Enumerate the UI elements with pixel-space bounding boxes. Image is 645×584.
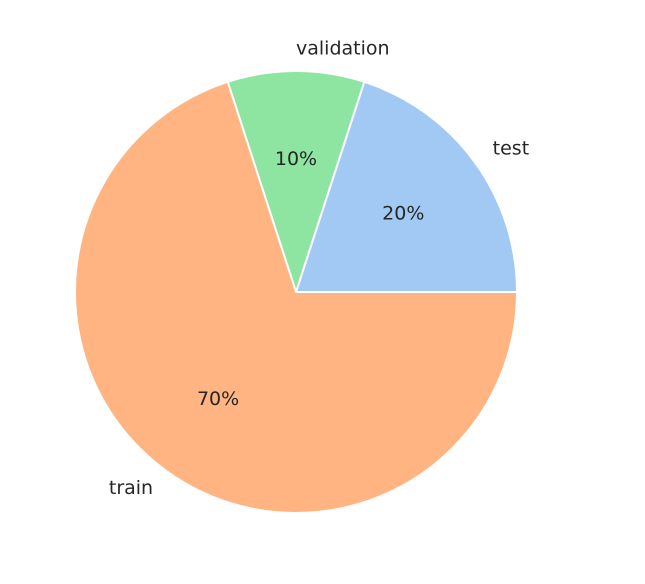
pie-label-test: test [493,138,530,160]
pie-slice-test [295,80,518,293]
pie-labels: test 20% validation 10% train 70% [109,37,529,499]
pie-pct-test: 20% [382,203,424,225]
pie-pct-train: 70% [197,388,239,410]
pie-slice-validation [226,70,366,293]
pie-slices [74,70,518,514]
pie-pct-validation: 10% [275,148,317,170]
pie-slice-train [74,80,518,514]
pie-label-train: train [109,477,153,499]
pie-label-validation: validation [296,37,390,59]
